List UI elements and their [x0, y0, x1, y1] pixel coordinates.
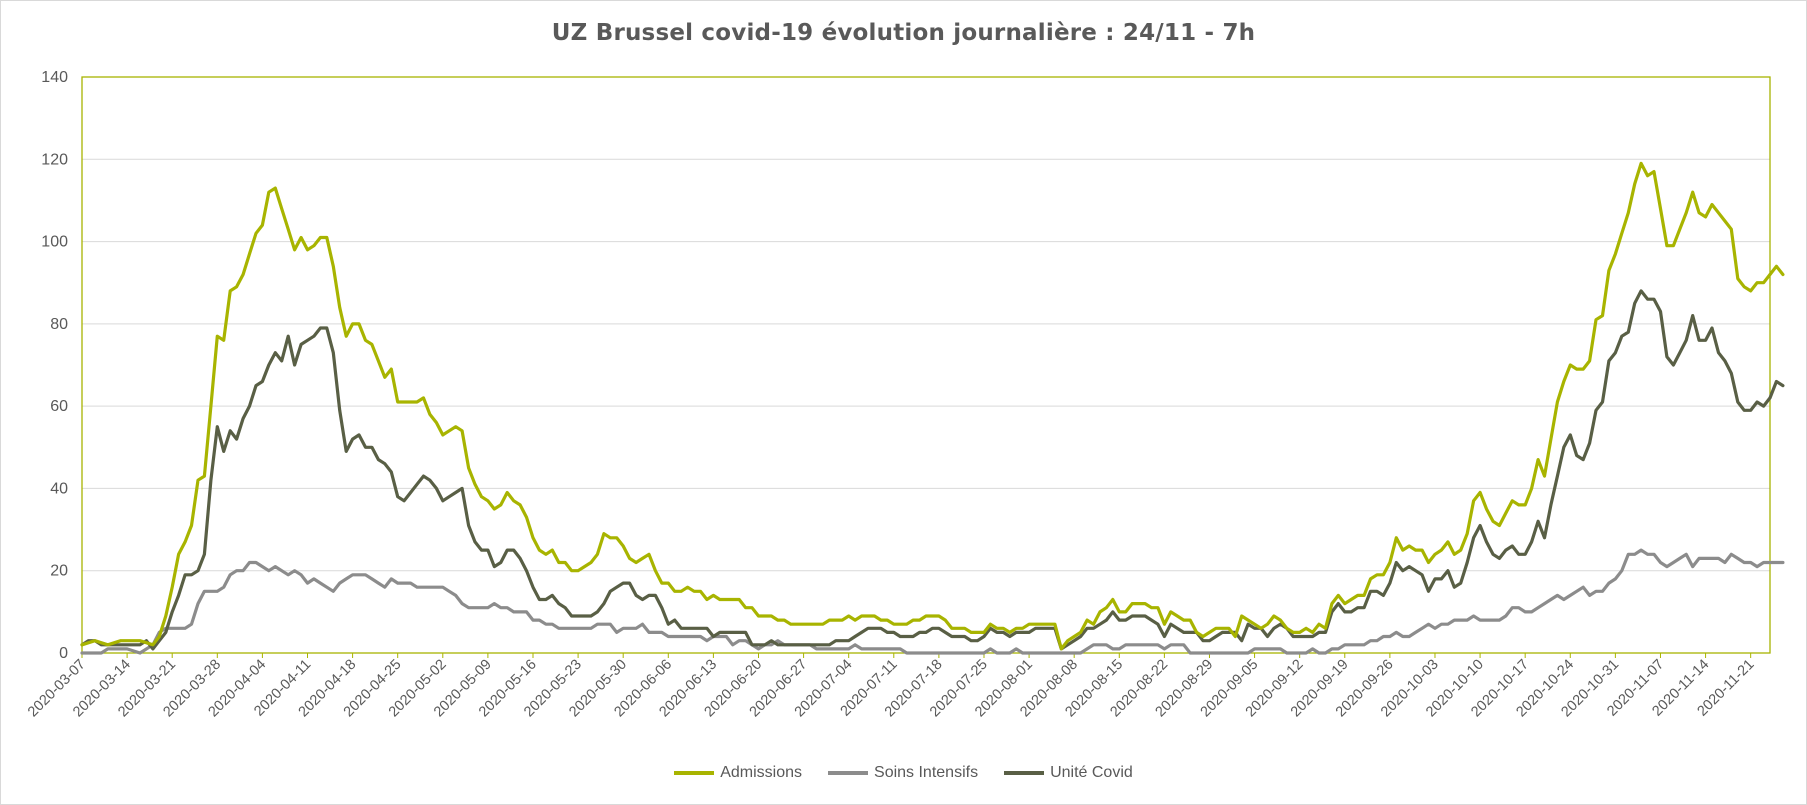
- y-tick-label: 100: [41, 234, 68, 251]
- legend-item-unite-covid[interactable]: Unité Covid: [1004, 764, 1133, 782]
- legend: Admissions Soins Intensifs Unité Covid: [0, 764, 1807, 782]
- chart-title: UZ Brussel covid-19 évolution journalièr…: [551, 20, 1256, 46]
- series-line-unit-covid: [80, 289, 1785, 651]
- legend-item-soins-intensifs[interactable]: Soins Intensifs: [828, 764, 978, 782]
- y-tick-label: 140: [41, 69, 68, 86]
- series-line-admissions: [80, 161, 1785, 651]
- y-tick-label: 120: [41, 151, 68, 168]
- legend-swatch-admissions: [674, 771, 715, 775]
- y-tick-label: 40: [50, 480, 68, 497]
- legend-label-admissions: Admissions: [720, 764, 803, 781]
- y-tick-label: 60: [50, 398, 68, 415]
- legend-label-soins-intensifs: Soins Intensifs: [874, 764, 979, 781]
- legend-swatch-soins-intensifs: [828, 771, 869, 775]
- y-tick-label: 0: [59, 645, 68, 662]
- legend-item-admissions[interactable]: Admissions: [674, 764, 802, 782]
- y-tick-label: 80: [50, 316, 68, 333]
- series-line-soins-intensifs: [80, 548, 1785, 655]
- legend-swatch-unite-covid: [1004, 771, 1045, 775]
- legend-label-unite-covid: Unité Covid: [1050, 764, 1133, 781]
- y-tick-label: 20: [50, 563, 68, 580]
